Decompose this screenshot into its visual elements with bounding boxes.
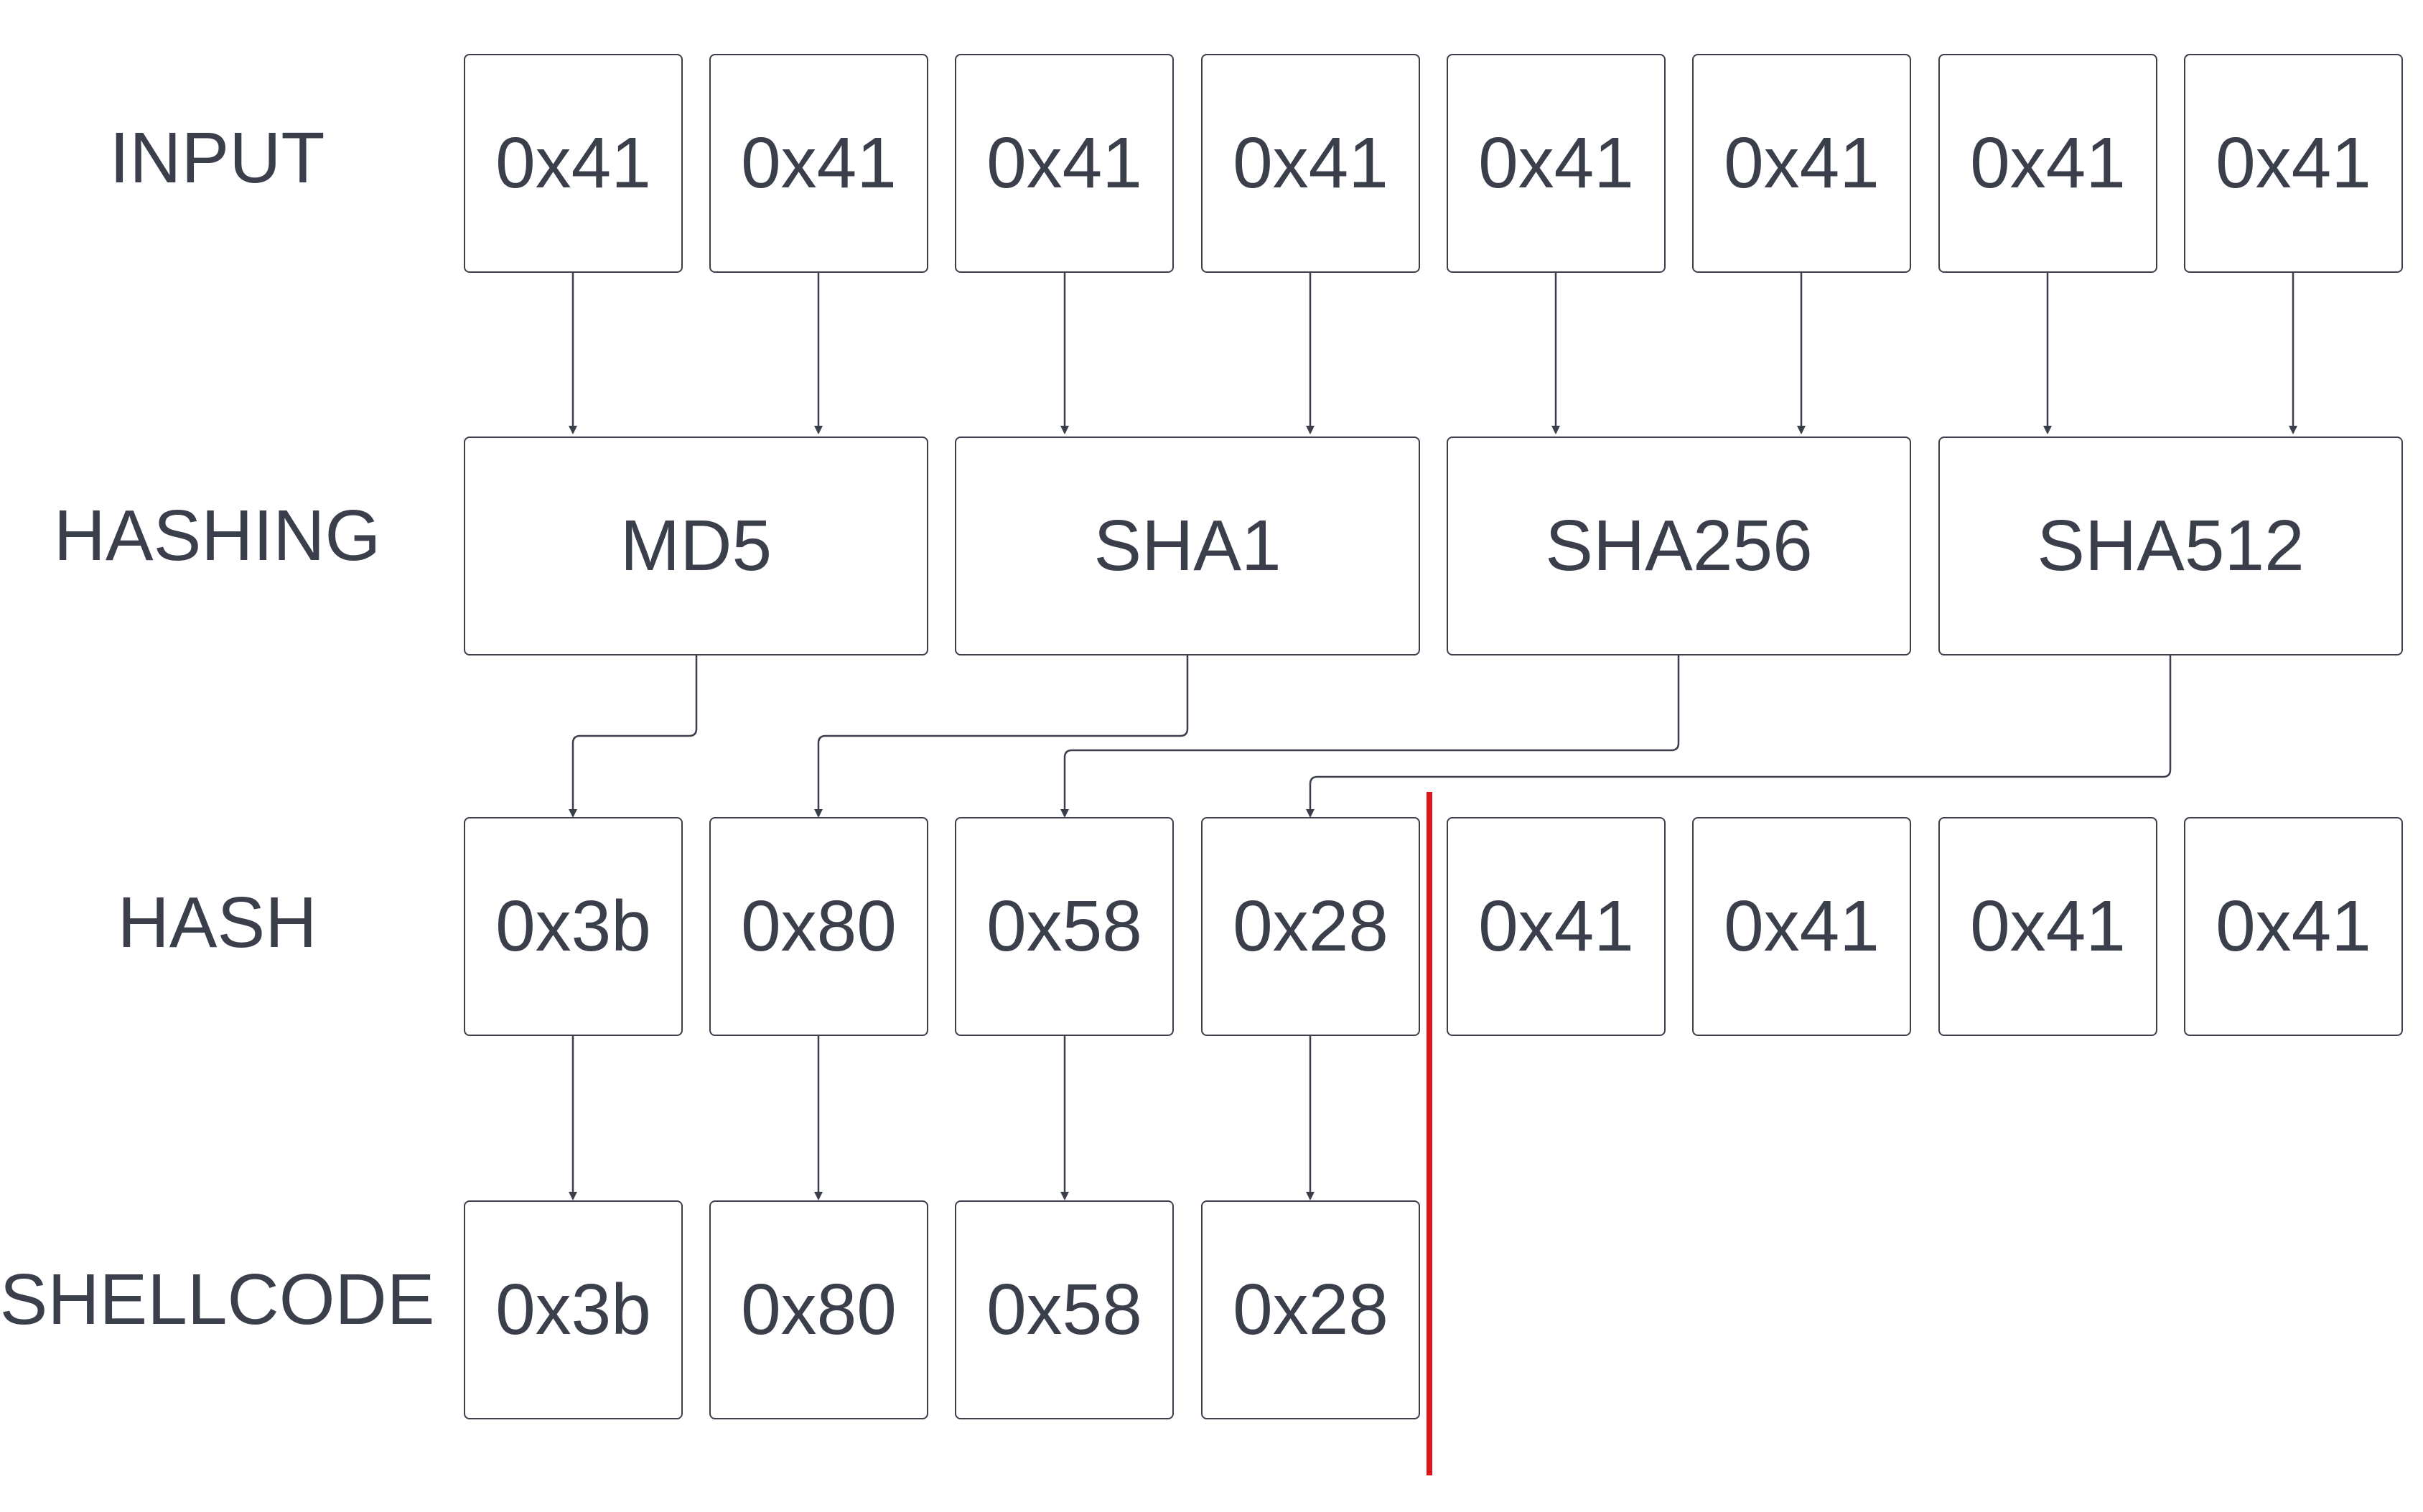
hash-byte-box: 0x28 [1201, 817, 1420, 1036]
input-byte-box: 0x41 [1938, 54, 2157, 273]
input-byte-box: 0x41 [955, 54, 1174, 273]
row-label-hash: HASH [117, 882, 317, 963]
arrow-sha256-to-hash-3 [1060, 655, 1680, 818]
hash-function-sha256: SHA256 [1447, 437, 1911, 655]
hash-byte-box: 0x3b [464, 817, 683, 1036]
input-byte-box: 0x41 [1447, 54, 1666, 273]
hash-function-md5: MD5 [464, 437, 928, 655]
shellcode-byte-box: 0x3b [464, 1200, 683, 1419]
hash-byte-box: 0x80 [709, 817, 928, 1036]
hash-function-sha1: SHA1 [955, 437, 1420, 655]
hash-byte-box: 0x41 [1938, 817, 2157, 1036]
arrow-sha512-to-hash-4 [1306, 655, 2172, 818]
row-label-input: INPUT [109, 117, 325, 198]
input-byte-box: 0x41 [1692, 54, 1911, 273]
hash-byte-box: 0x41 [1692, 817, 1911, 1036]
input-byte-box: 0x41 [464, 54, 683, 273]
input-byte-box: 0x41 [2184, 54, 2403, 273]
shellcode-byte-box: 0x80 [709, 1200, 928, 1419]
shellcode-byte-box: 0x58 [955, 1200, 1174, 1419]
shellcode-byte-box: 0x28 [1201, 1200, 1420, 1419]
arrow-sha1-to-hash-2 [814, 655, 1189, 818]
row-label-shellcode: SHELLCODE [0, 1259, 435, 1340]
input-byte-box: 0x41 [709, 54, 928, 273]
hash-byte-box: 0x41 [1447, 817, 1666, 1036]
hash-byte-box: 0x58 [955, 817, 1174, 1036]
arrow-md5-to-hash-1 [569, 655, 698, 818]
row-label-hashing: HASHING [53, 495, 381, 576]
hash-byte-box: 0x41 [2184, 817, 2403, 1036]
input-byte-box: 0x41 [1201, 54, 1420, 273]
hash-function-sha512: SHA512 [1938, 437, 2403, 655]
